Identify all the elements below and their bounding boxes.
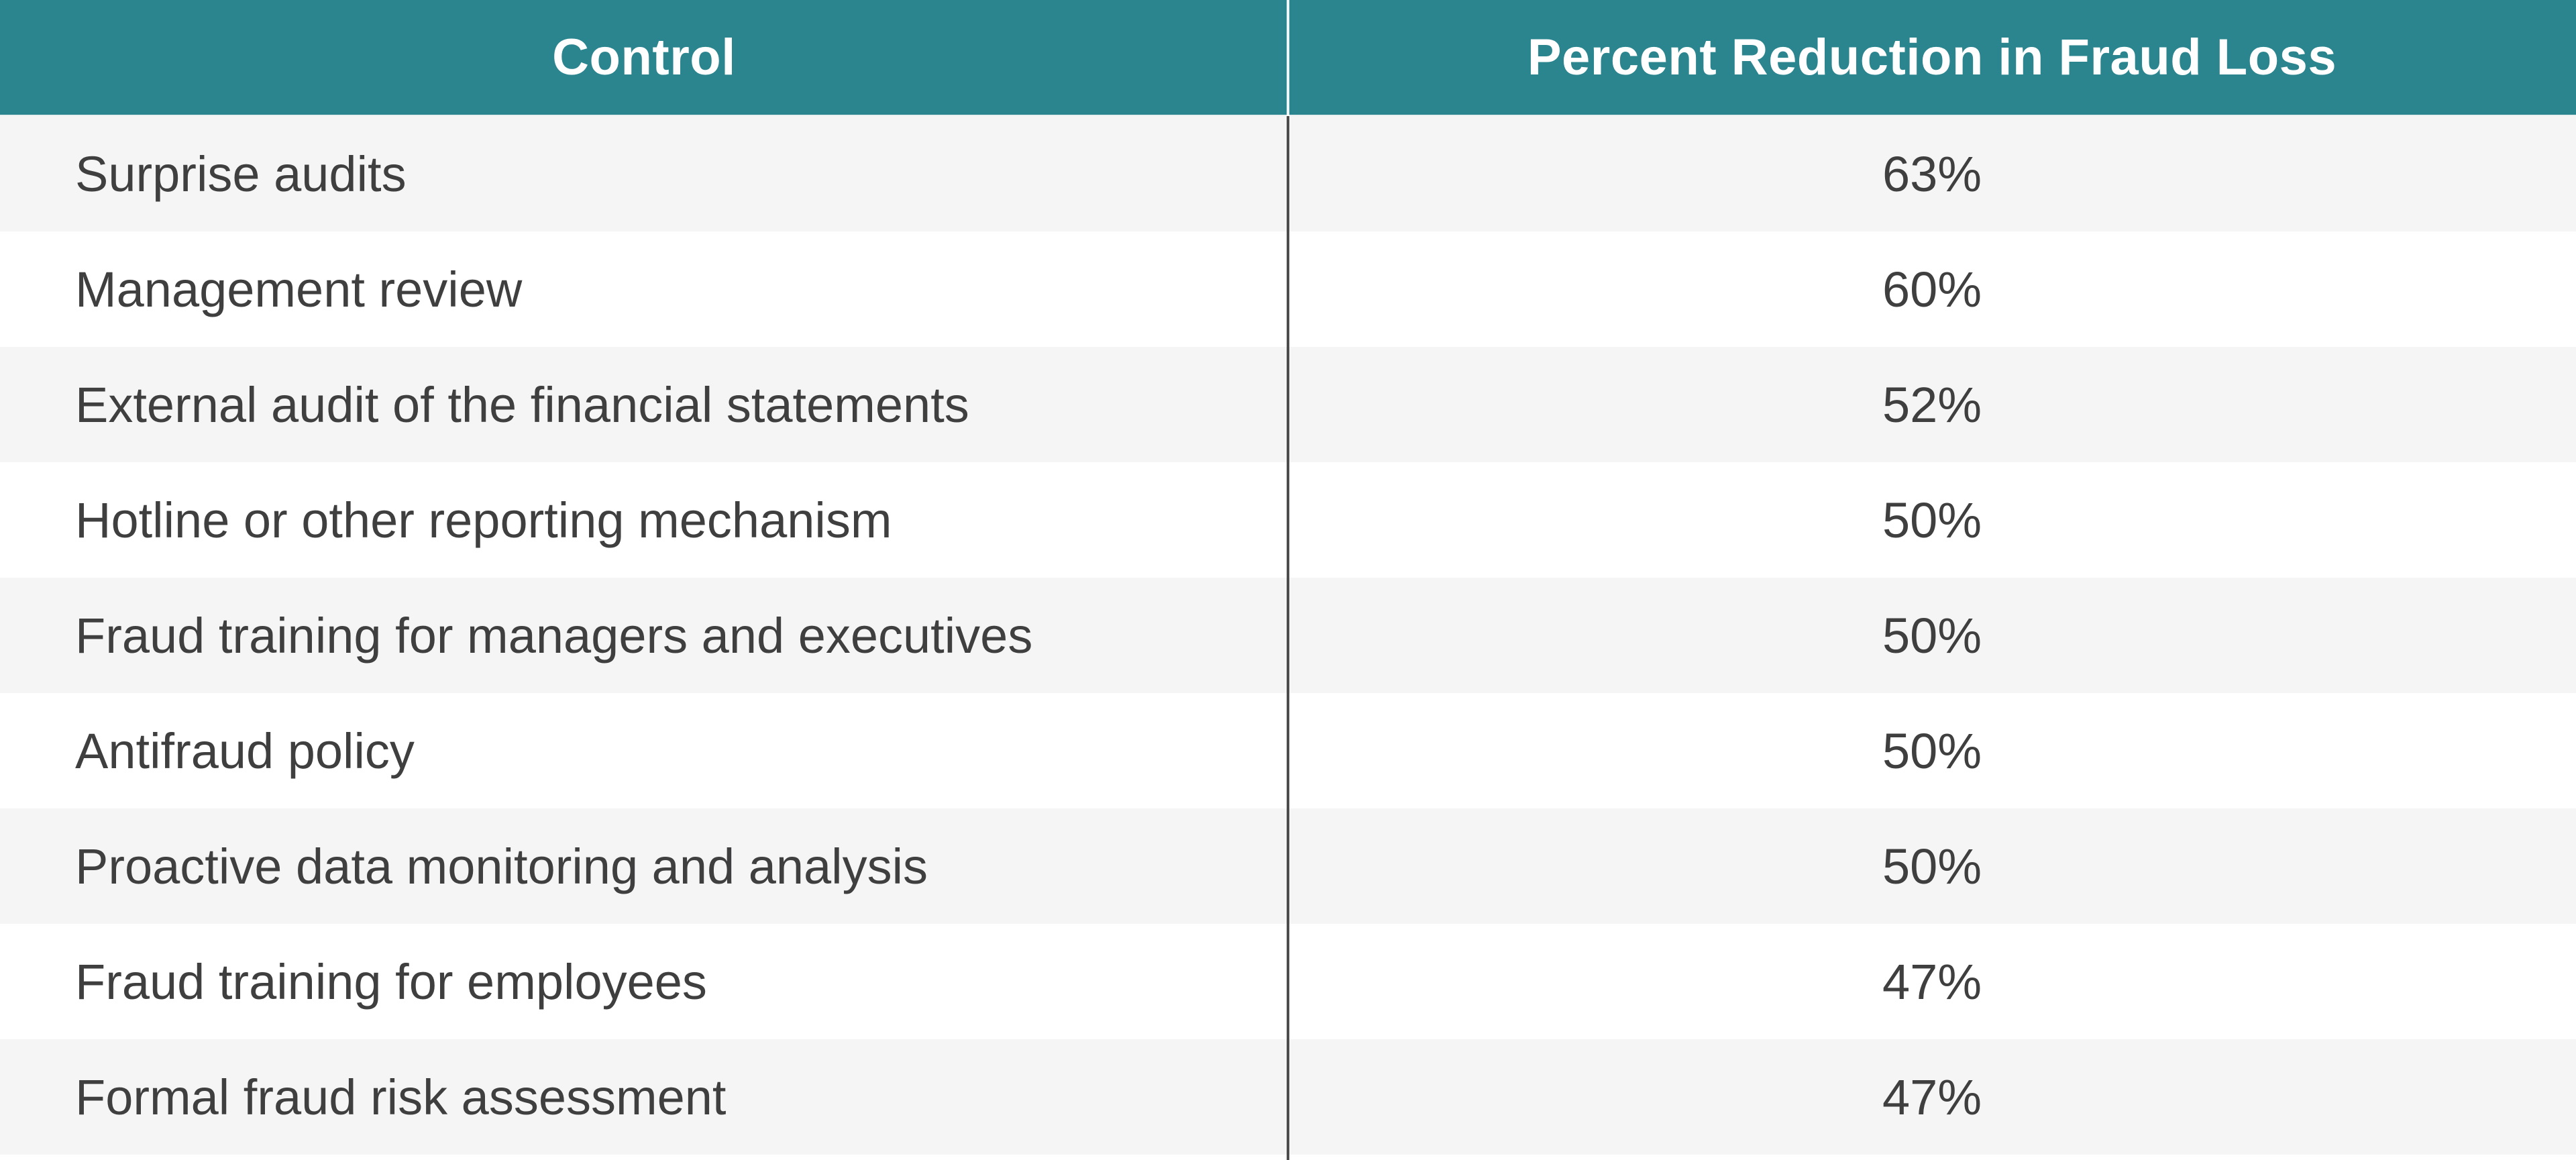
percent-reduction-cell: 63% xyxy=(1882,146,1982,202)
column-header-percent-reduction: Percent Reduction in Fraud Loss xyxy=(1527,29,2337,86)
control-cell: Surprise audits xyxy=(75,146,407,202)
percent-reduction-cell: 47% xyxy=(1882,953,1982,1010)
percent-reduction-cell: 50% xyxy=(1882,723,1982,779)
percent-reduction-cell: 52% xyxy=(1882,376,1982,433)
control-cell: Antifraud policy xyxy=(75,723,415,779)
percent-reduction-cell: 50% xyxy=(1882,492,1982,548)
control-cell: Formal fraud risk assessment xyxy=(75,1069,727,1125)
control-cell: Fraud training for managers and executiv… xyxy=(75,607,1033,664)
column-header-control: Control xyxy=(552,29,736,86)
column-divider-header-segment xyxy=(1287,0,1289,116)
percent-reduction-cell: 60% xyxy=(1882,261,1982,317)
percent-reduction-cell: 50% xyxy=(1882,838,1982,894)
percent-reduction-cell: 50% xyxy=(1882,607,1982,664)
control-cell: External audit of the financial statemen… xyxy=(75,376,969,433)
control-cell: Hotline or other reporting mechanism xyxy=(75,492,892,548)
percent-reduction-cell: 47% xyxy=(1882,1069,1982,1125)
control-cell: Management review xyxy=(75,261,523,317)
control-cell: Proactive data monitoring and analysis xyxy=(75,838,928,894)
control-cell: Fraud training for employees xyxy=(75,953,707,1010)
column-divider xyxy=(1287,116,1289,1160)
